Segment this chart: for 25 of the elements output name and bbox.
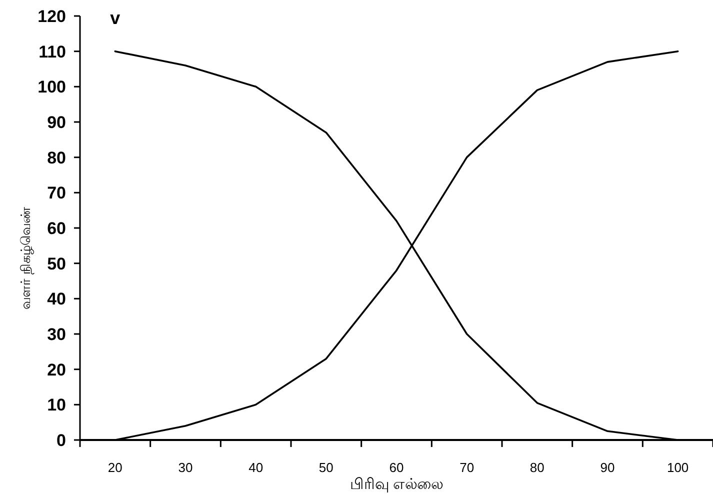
y-tick-label: 10 [47,396,66,415]
y-tick-label: 120 [38,7,66,26]
y-tick-label: 80 [47,148,66,168]
x-tick-label: 50 [318,460,334,475]
y-tick-label: 60 [47,219,66,238]
x-tick-label: 80 [530,460,544,475]
y-tick-label: 90 [47,113,66,132]
x-tick-label: 30 [178,460,193,475]
annotation: v [110,8,120,28]
y-tick-label: 40 [47,290,66,309]
x-tick-label: 90 [600,460,615,475]
x-axis-title: பிரிவு எல்லை [350,476,444,493]
y-tick-label: 50 [47,254,66,274]
y-tick-label: 0 [56,431,66,450]
y-tick-label: 100 [38,78,66,97]
y-tick-label: 110 [38,42,66,62]
x-tick-label: 20 [108,460,122,475]
x-tick-label: 60 [389,460,404,475]
y-axis-title: வளர் நிகழ்வெண் [18,206,33,310]
x-tick-label: 40 [248,460,264,475]
y-tick-label: 30 [47,325,66,344]
y-tick-label: 70 [47,184,66,203]
x-tick-label: 100 [666,460,689,475]
x-tick-label: 70 [460,460,474,475]
y-tick-label: 20 [47,360,66,380]
